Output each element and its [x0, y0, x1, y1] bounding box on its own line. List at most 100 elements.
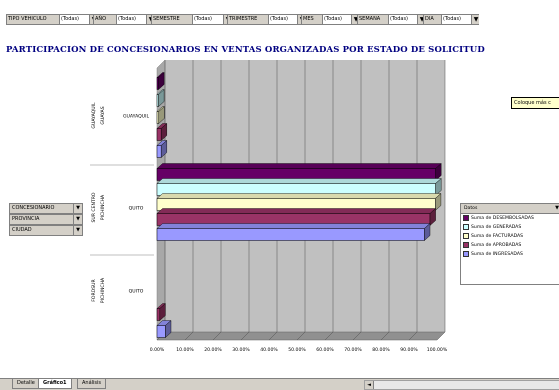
tab-analisis[interactable]: Análisis	[77, 379, 107, 389]
filter-value[interactable]: (Todas)	[322, 14, 352, 25]
plot-floor	[156, 331, 446, 341]
chevron-down-icon[interactable]: ▼	[417, 14, 425, 25]
category-label-ciudad: QUITO	[129, 206, 144, 212]
x-tick-label: 80.00%	[372, 347, 390, 353]
bar-top-face	[156, 163, 442, 169]
filter-value[interactable]: (Todas)	[268, 14, 298, 25]
tab-detalle[interactable]: Detalle	[12, 379, 40, 389]
legend-label: Suma de APROBADAS	[471, 243, 522, 248]
category-label-provincia: PICHINCHA	[100, 277, 106, 303]
bar-end-face	[159, 303, 166, 321]
filter-value[interactable]: (Todas)	[192, 14, 224, 25]
filter-value[interactable]: (Todas)	[441, 14, 472, 25]
chevron-down-icon[interactable]: ▼	[555, 205, 559, 211]
legend-item: Suma de APROBADAS	[461, 241, 559, 250]
filter-value[interactable]: (Todas)	[59, 14, 90, 25]
filter-label[interactable]: DIA	[423, 14, 442, 25]
filter-label[interactable]: TRIMESTRE	[227, 14, 269, 25]
bar-end-face	[160, 140, 168, 158]
x-tick-label: 70.00%	[344, 347, 362, 353]
chevron-down-icon[interactable]: ▼	[73, 204, 82, 213]
bar-top-face	[156, 72, 165, 78]
legend-swatch	[463, 223, 469, 230]
filter-label[interactable]: TIPO VEHICULO	[6, 14, 60, 25]
filter-label[interactable]: AÑO	[93, 14, 117, 25]
category-label-ciudad: QUITO	[129, 289, 144, 295]
bar	[156, 111, 159, 124]
filter-value[interactable]: (Todas)	[116, 14, 147, 25]
gridline-floor	[296, 331, 306, 341]
row-field-concesionario[interactable]: CONCESIONARIO ▼	[9, 203, 83, 214]
filter-value[interactable]: (Todas)	[388, 14, 418, 25]
bar-top-face	[156, 193, 442, 199]
legend-item: Suma de FACTURADAS	[461, 232, 559, 241]
filter-año[interactable]: AÑO(Todas)▼	[93, 14, 154, 25]
gridline-floor	[184, 331, 194, 341]
x-tick-label: 0.00%	[150, 347, 165, 353]
scroll-left-icon[interactable]: ◄	[365, 381, 374, 389]
legend-item: Suma de DESEMBOLSADAS	[461, 214, 559, 223]
bar-top-face	[156, 303, 166, 309]
bar-end-face	[165, 320, 172, 338]
bar-end-face	[424, 223, 431, 241]
filter-label[interactable]: SEMESTRE	[151, 14, 193, 25]
tab-grafico1[interactable]: Gráfico1	[38, 379, 72, 389]
row-field-provincia[interactable]: PROVINCIA ▼	[9, 214, 83, 225]
legend-label: Suma de FACTURADAS	[471, 234, 524, 239]
bar	[156, 77, 159, 90]
tooltip: Coloque más c	[511, 97, 559, 109]
bar	[156, 308, 161, 321]
legend-label: Suma de DESEMBOLSADAS	[471, 216, 534, 221]
bar	[156, 168, 436, 181]
gridline-floor	[268, 331, 278, 341]
gridline-floor	[352, 331, 362, 341]
gridline-floor	[240, 331, 250, 341]
chevron-down-icon[interactable]: ▼	[73, 226, 82, 235]
bar-top-face	[156, 140, 168, 146]
filter-label[interactable]: MES	[301, 14, 323, 25]
x-tick-label: 10.00%	[176, 347, 194, 353]
x-tick-label: 20.00%	[204, 347, 222, 353]
bar-top-face	[156, 178, 442, 184]
category-label-concesionario: GUAYAQUIL	[91, 102, 97, 129]
category-label-concesionario: FORDSUR	[91, 278, 97, 301]
bar-top-face	[156, 208, 437, 214]
sheet-tab-bar: Detalle Gráfico1 Análisis ◄	[0, 378, 559, 390]
x-tick-label: 100.00%	[427, 347, 448, 353]
gridline-floor	[380, 331, 390, 341]
chevron-down-icon[interactable]: ▼	[351, 14, 359, 25]
filter-tipo-vehiculo[interactable]: TIPO VEHICULO(Todas)▼	[6, 14, 97, 25]
row-field-label: PROVINCIA	[12, 216, 40, 222]
chevron-down-icon[interactable]: ▼	[73, 215, 82, 224]
bar-end-face	[158, 89, 165, 107]
bar	[156, 94, 159, 107]
row-field-ciudad[interactable]: CIUDAD ▼	[9, 225, 83, 236]
filter-dia[interactable]: DIA (Todas) ▼	[423, 14, 479, 25]
category-label-provincia: PICHINCHA	[100, 194, 106, 220]
gridline-floor	[212, 331, 222, 341]
plot-side-wall	[156, 59, 166, 341]
bar	[156, 145, 162, 158]
legend-swatch	[463, 232, 469, 239]
filter-semestre[interactable]: SEMESTRE(Todas)▼	[151, 14, 231, 25]
bar-end-face	[435, 193, 442, 211]
bar	[156, 183, 436, 196]
legend-header[interactable]: Datos ▼	[461, 204, 559, 214]
filter-semana[interactable]: SEMANA (Todas) ▼	[357, 14, 425, 25]
filter-trimestre[interactable]: TRIMESTRE(Todas)▼	[227, 14, 305, 25]
legend-title: Datos	[464, 206, 478, 211]
bar-top-face	[156, 89, 165, 95]
filter-label[interactable]: SEMANA	[357, 14, 389, 25]
bar-end-face	[435, 163, 442, 181]
chevron-down-icon[interactable]: ▼	[471, 14, 479, 25]
filter-mes[interactable]: MES (Todas) ▼	[301, 14, 359, 25]
bar	[156, 213, 431, 226]
gridline-floor	[156, 331, 166, 341]
bar-end-face	[160, 123, 168, 141]
legend-swatch	[463, 241, 469, 248]
category-label-ciudad: GUAYAQUIL	[123, 114, 150, 120]
x-tick-label: 90.00%	[400, 347, 418, 353]
plot-back-wall	[157, 60, 445, 332]
legend-swatch	[463, 250, 469, 257]
